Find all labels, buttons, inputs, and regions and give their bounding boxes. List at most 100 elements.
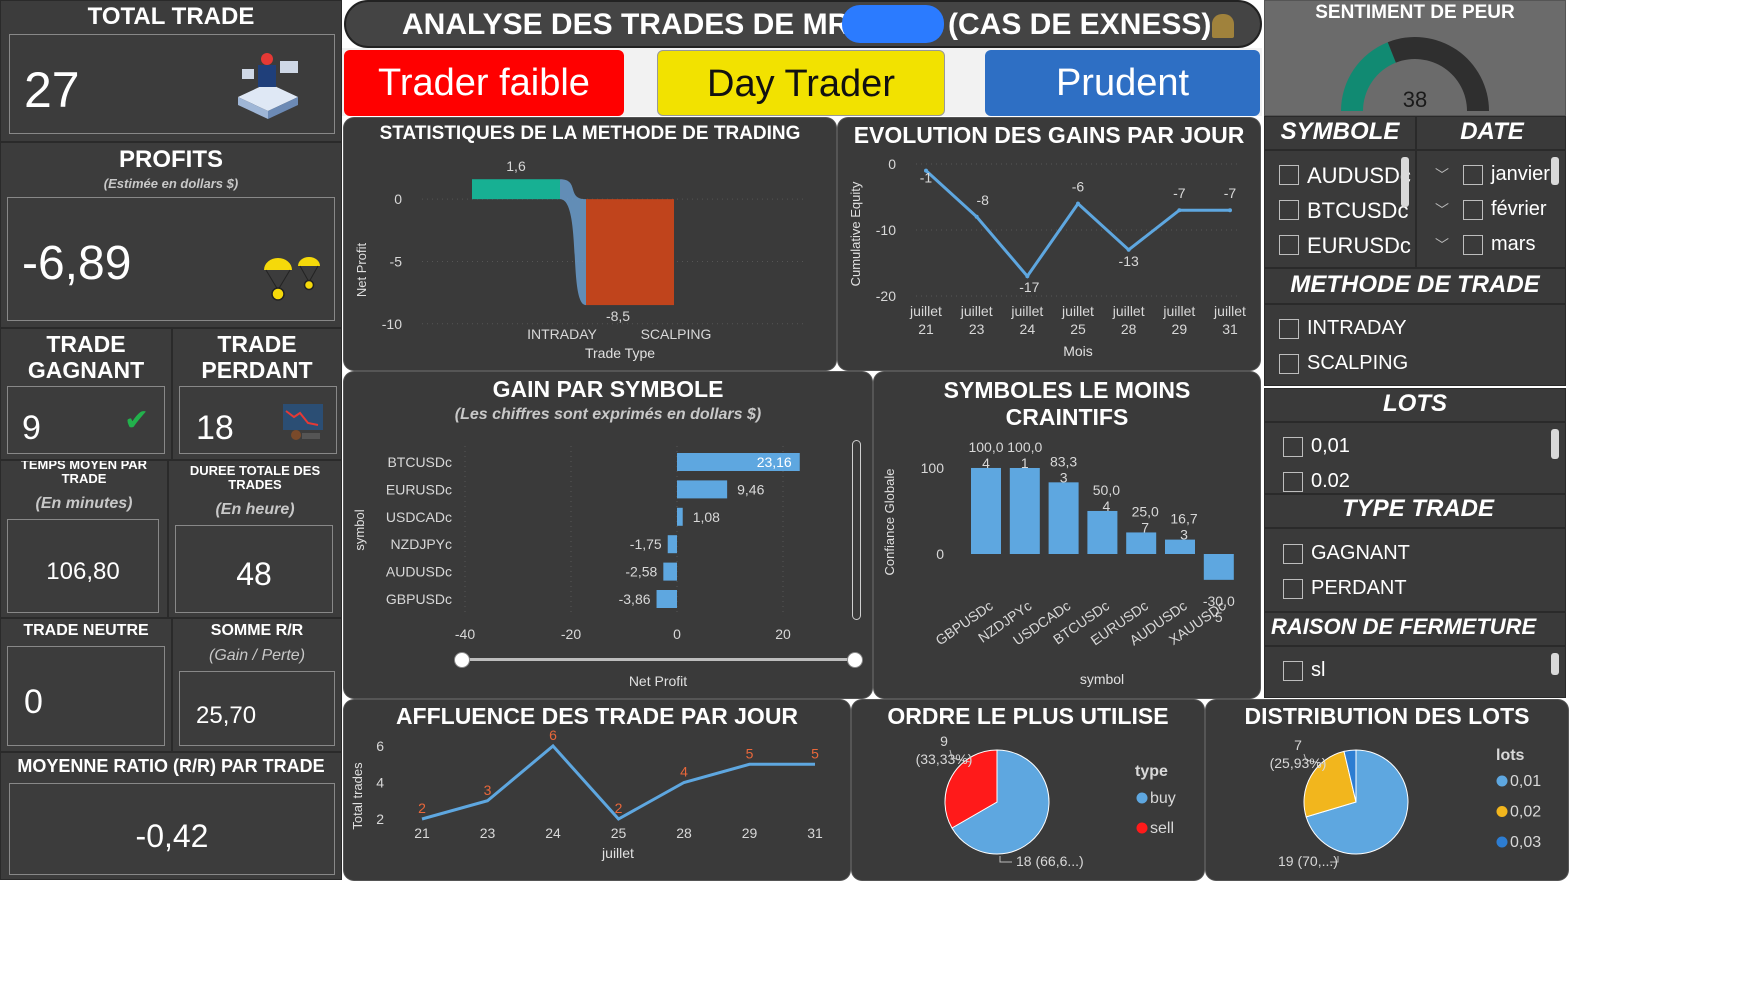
slicer-item-label[interactable]: EURUSDc	[1307, 233, 1411, 258]
slicer-scrollbar[interactable]	[1551, 653, 1559, 675]
checkbox-lot-002[interactable]	[1283, 472, 1303, 492]
y-tick-label: 100	[921, 460, 945, 476]
bar	[1009, 467, 1040, 554]
slicer-item-label[interactable]: PERDANT	[1311, 577, 1407, 599]
kpi-title: TRADE GAGNANT	[27, 331, 145, 383]
slicer-item-label[interactable]: BTCUSDc	[1307, 198, 1409, 223]
pie-slice	[1303, 750, 1357, 818]
checkbox-mars[interactable]	[1463, 235, 1483, 255]
x-tick-label: 31	[807, 825, 823, 841]
checkbox-lot-001[interactable]	[1283, 437, 1303, 457]
data-label: 3	[484, 782, 492, 798]
y-tick-label: USDCADc	[386, 509, 452, 525]
pie-slice	[1305, 749, 1409, 855]
legend-label: sell	[1150, 820, 1174, 837]
chart-ordre-panel: ORDRE LE PLUS UTILISE type 9 (33,33%) 18 (…	[852, 700, 1204, 880]
affluence-chart: Total trades juillet 6 4 2 2 21 3 23 6 24 2 25 4 28 5…	[350, 727, 823, 861]
ordre-chart: type 9 (33,33%) 18 (66,6...) buy sell	[916, 733, 1176, 869]
redacted-name	[842, 5, 944, 43]
x-tick-label: 28	[676, 825, 692, 841]
checkbox-janvier[interactable]	[1463, 165, 1483, 185]
slicer-item-label[interactable]: sl	[1311, 659, 1326, 681]
kpi-value: 25,70	[196, 702, 257, 729]
y-tick-label: -5	[390, 253, 403, 269]
x-tick-label: 21	[918, 321, 934, 337]
slicer-item-label[interactable]: GAGNANT	[1311, 542, 1410, 564]
legend-label: buy	[1150, 790, 1176, 807]
kpi-title: PROFITS	[118, 146, 223, 173]
confiance-chart: Confiance Globale symbol 1000100,04GBPUS…	[882, 439, 1235, 687]
bar	[1165, 539, 1195, 554]
slicer-scrollbar[interactable]	[1551, 429, 1559, 459]
legend-swatch	[1136, 792, 1148, 804]
kpi-value: 106,80	[46, 558, 120, 585]
data-label: (25,93%)	[1270, 755, 1327, 771]
pie-slice	[951, 749, 1050, 855]
x-tick-label: juillet	[909, 303, 942, 319]
checkbox-audusdc[interactable]	[1279, 165, 1299, 185]
slicer-item-label[interactable]: 0.02	[1311, 470, 1350, 492]
y-tick-label: GBPUSDc	[386, 591, 452, 607]
range-slider-handle-min[interactable]	[454, 652, 470, 668]
chart-lots-panel: DISTRIBUTION DES LOTS lots 7 (25,93%) 19 (…	[1206, 700, 1568, 880]
slicer-header-underline	[1265, 645, 1565, 647]
range-slider-handle-max[interactable]	[847, 652, 863, 668]
bar	[677, 453, 800, 471]
legend-swatch	[1496, 775, 1508, 787]
checkbox-fevrier[interactable]	[1463, 200, 1483, 220]
data-label: 4	[1103, 498, 1111, 514]
slicer-scrollbar[interactable]	[1401, 157, 1409, 207]
chart-vertical-scrollbar[interactable]	[852, 440, 861, 620]
chart-title: STATISTIQUES DE LA METHODE DE TRADING	[379, 123, 801, 144]
x-tick-label: 0	[673, 626, 681, 642]
checkbox-btcusdc[interactable]	[1279, 200, 1299, 220]
chevron-down-icon[interactable]: ﹀	[1435, 237, 1449, 253]
slicer-item-label[interactable]: 0,01	[1311, 435, 1350, 457]
chart-title: AFFLUENCE DES TRADE PAR JOUR	[395, 703, 799, 729]
slicer-item-label[interactable]: février	[1491, 198, 1547, 220]
x-tick-label: SCALPING	[641, 326, 712, 342]
y-axis-label: Cumulative Equity	[848, 181, 863, 286]
slicer-item-label[interactable]: SCALPING	[1307, 352, 1409, 374]
slicer-item-label[interactable]: AUDUSDc	[1307, 163, 1411, 188]
checkbox-gagnant[interactable]	[1283, 544, 1303, 564]
x-tick-label: 28	[1121, 321, 1137, 337]
kpi-subtitle: (Gain / Perte)	[208, 647, 306, 664]
data-label: -1	[920, 170, 933, 186]
x-axis-label: juillet	[601, 845, 634, 861]
checkbox-intraday[interactable]	[1279, 319, 1299, 339]
y-tick-label: 4	[376, 775, 384, 791]
data-label: -2,58	[625, 564, 657, 580]
x-tick-label: 29	[742, 825, 758, 841]
bar	[1048, 482, 1079, 554]
data-label: -7	[1224, 185, 1237, 201]
range-slider-track	[462, 658, 854, 661]
data-label: 9,46	[737, 481, 764, 497]
x-tick-label: 20	[775, 626, 791, 642]
slicer-item-label[interactable]: INTRADAY	[1307, 317, 1407, 339]
checkbox-scalping[interactable]	[1279, 354, 1299, 374]
slicer-item-label[interactable]: janvier	[1491, 163, 1550, 185]
data-label: 16,7	[1170, 511, 1197, 527]
kpi-box: 48	[175, 525, 333, 613]
y-tick-label: EURUSDc	[386, 481, 452, 497]
data-point	[974, 214, 979, 219]
chart-title: GAIN PAR SYMBOLE	[492, 376, 724, 402]
x-tick-label: 24	[1020, 321, 1036, 337]
slicer-item-label[interactable]: mars	[1491, 233, 1536, 255]
slicer-symbole: SYMBOLE AUDUSDc BTCUSDc EURUSDc	[1264, 116, 1416, 268]
data-label: -7	[1173, 185, 1186, 201]
chevron-down-icon[interactable]: ﹀	[1435, 167, 1449, 183]
checkbox-sl[interactable]	[1283, 661, 1303, 681]
chevron-down-icon[interactable]: ﹀	[1435, 202, 1449, 218]
connector-ribbon	[560, 179, 586, 306]
kpi-title: DUREE TOTALE DES TRADES	[189, 463, 321, 492]
page-title: ANALYSE DES TRADES DE MR	[402, 8, 850, 41]
checkbox-eurusdc[interactable]	[1279, 235, 1299, 255]
chart-title: ORDRE LE PLUS UTILISE	[887, 703, 1169, 729]
x-tick-label: 25	[611, 825, 627, 841]
checkbox-perdant[interactable]	[1283, 579, 1303, 599]
y-axis-label: Confiance Globale	[882, 469, 897, 576]
slicer-scrollbar[interactable]	[1551, 157, 1559, 185]
y-tick-label: 0	[888, 156, 896, 172]
